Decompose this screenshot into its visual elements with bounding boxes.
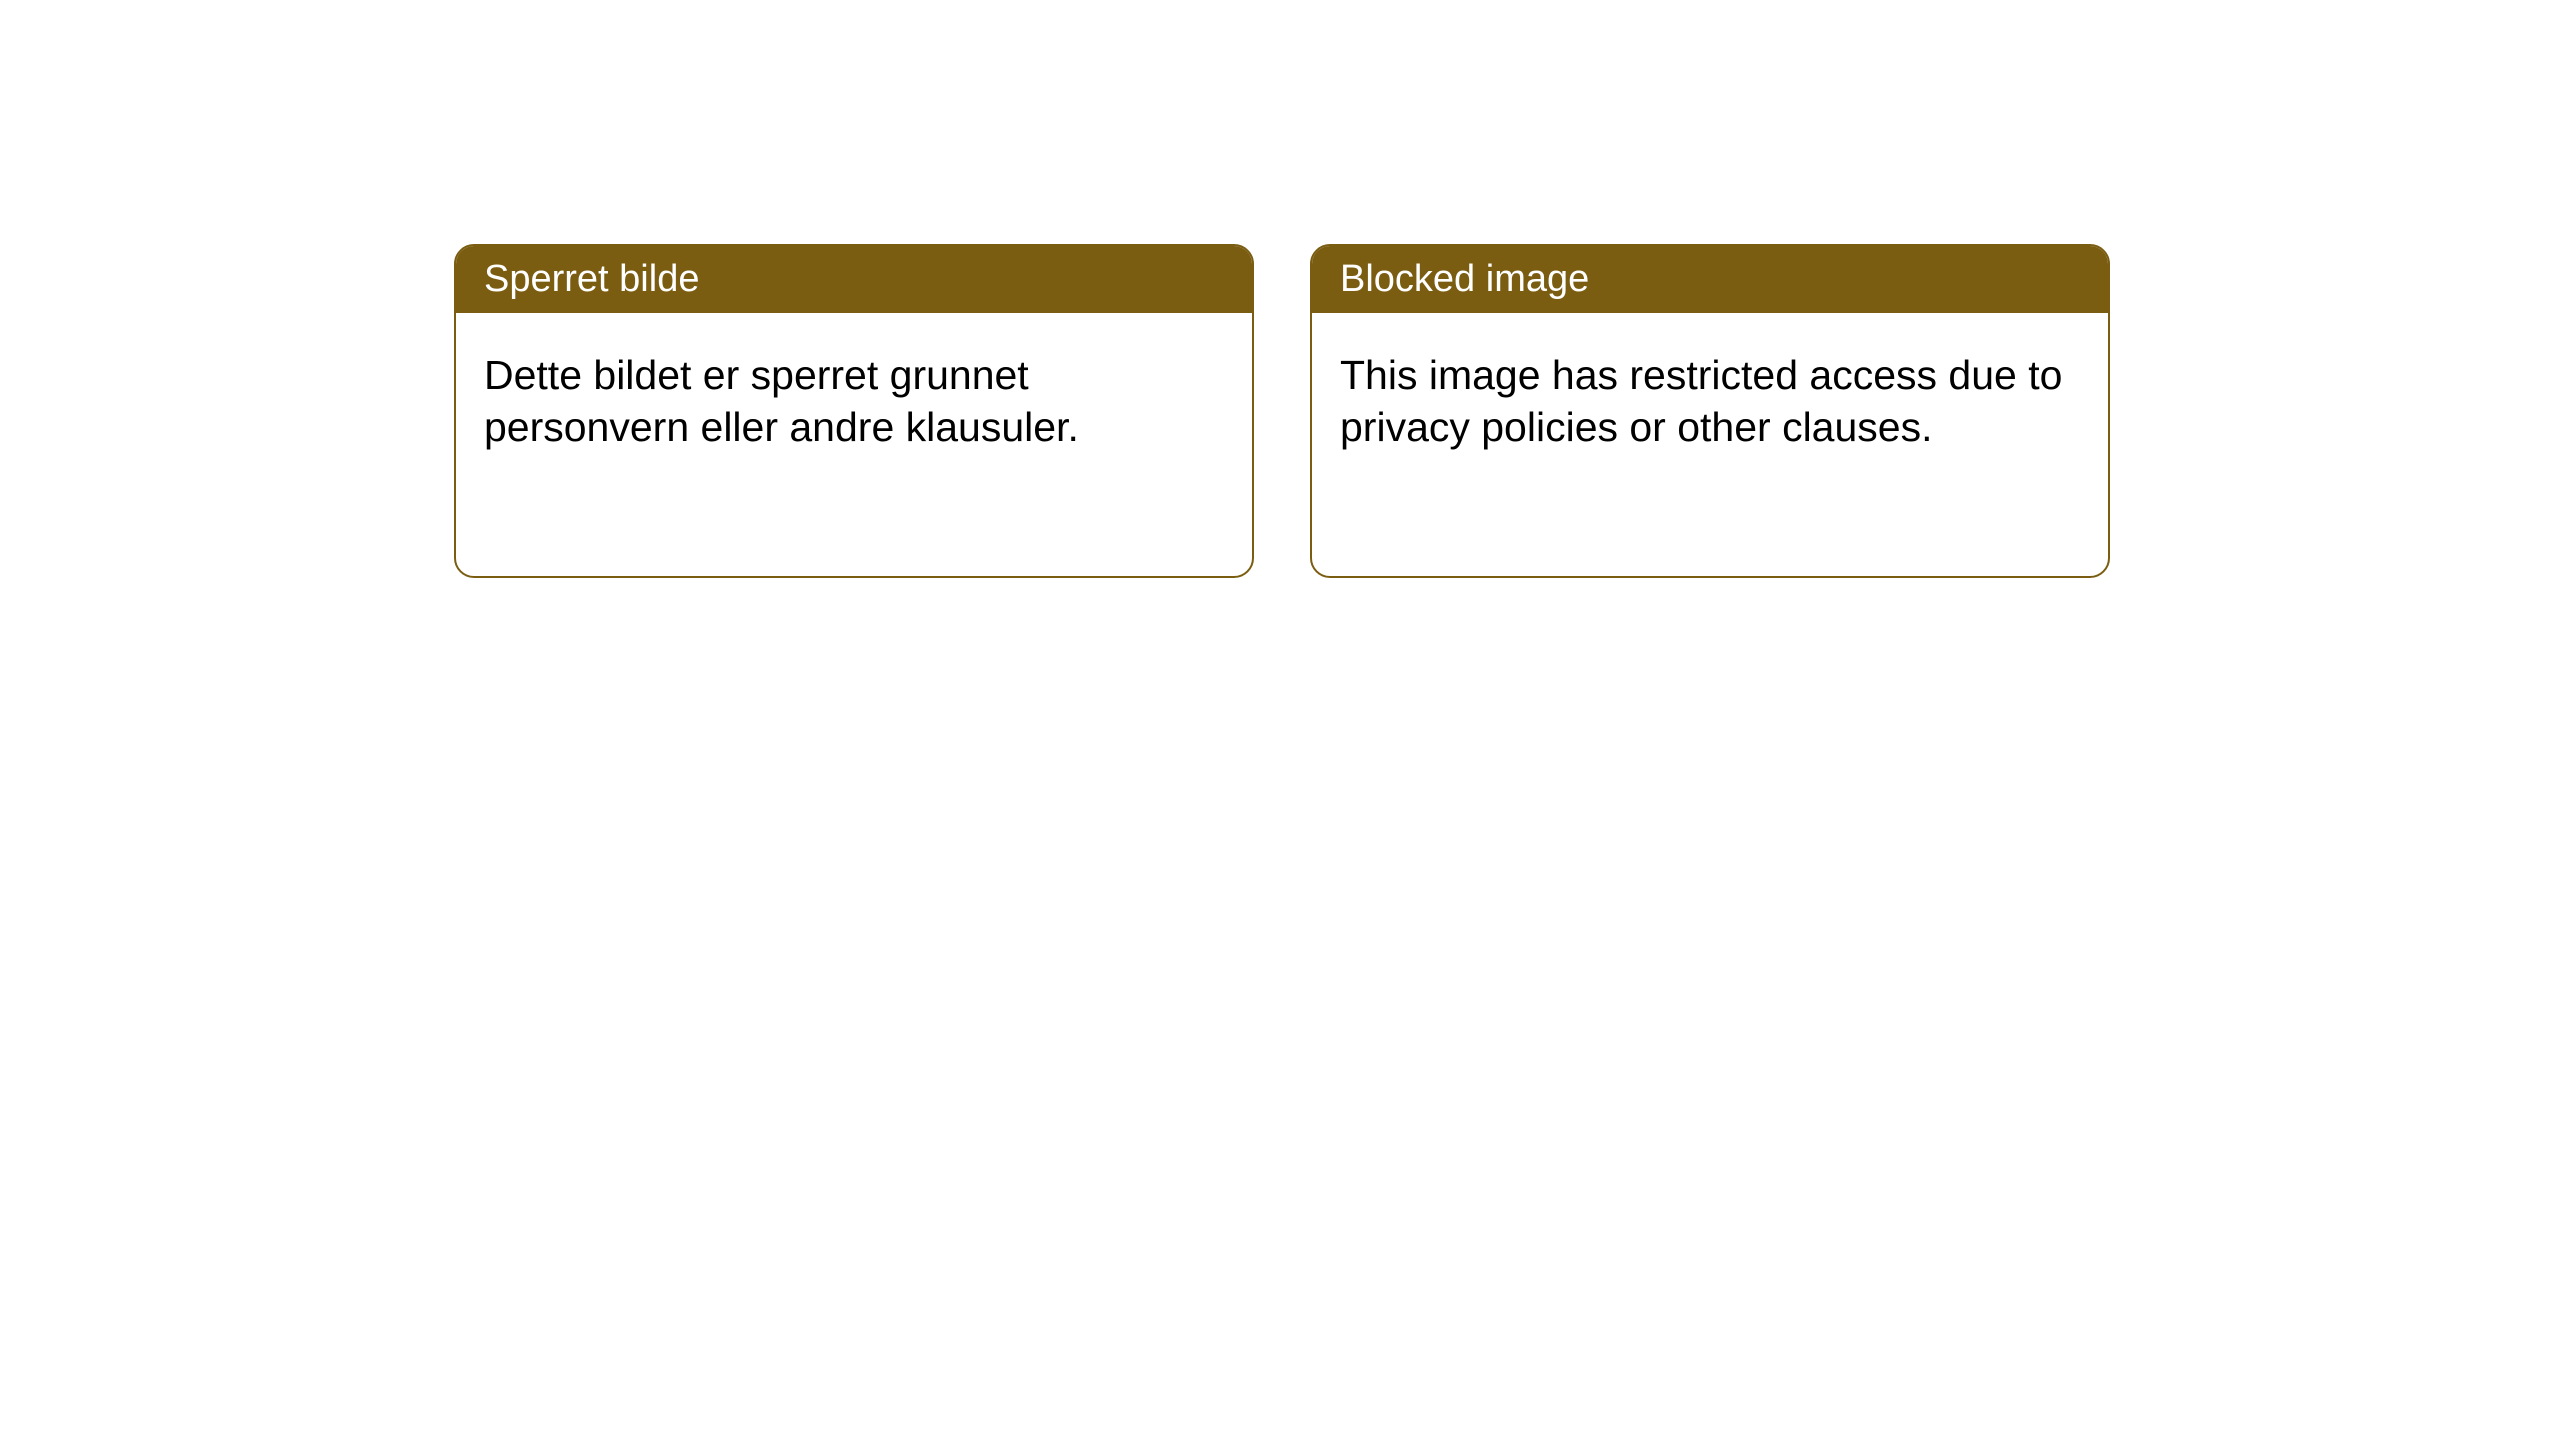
card-header-english: Blocked image: [1312, 246, 2108, 313]
card-body-norwegian: Dette bildet er sperret grunnet personve…: [456, 313, 1252, 490]
blocked-image-cards-container: Sperret bilde Dette bildet er sperret gr…: [454, 244, 2110, 578]
card-body-english: This image has restricted access due to …: [1312, 313, 2108, 490]
card-header-norwegian: Sperret bilde: [456, 246, 1252, 313]
blocked-image-card-norwegian: Sperret bilde Dette bildet er sperret gr…: [454, 244, 1254, 578]
blocked-image-card-english: Blocked image This image has restricted …: [1310, 244, 2110, 578]
